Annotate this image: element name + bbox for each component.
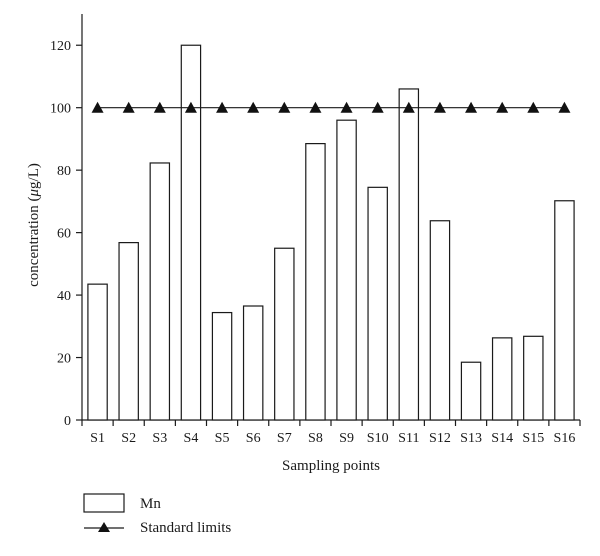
standard-limit-marker-s12 [433, 101, 446, 113]
bar-s5 [211, 311, 233, 421]
x-tick-label: S2 [121, 431, 136, 446]
bar-s6 [242, 305, 264, 421]
x-tick-label: S14 [491, 431, 513, 446]
standard-limit-marker-s6 [247, 101, 260, 113]
y-axis-label: concentration (μg/L) [26, 163, 42, 287]
legend: Mn Standard limits [83, 493, 231, 536]
y-tick-label: 40 [57, 289, 71, 304]
x-axis-ticks: S1 S2 S3 S4 S5 S6 S7 S8 S9 S10 S11 S12 S13 S14 S15 S16 [81, 420, 581, 446]
standard-limit-marker-s4 [184, 101, 197, 113]
y-tick-label: 100 [50, 102, 71, 117]
x-tick-label: S7 [277, 431, 292, 446]
x-tick-label: S16 [554, 431, 576, 446]
y-tick-label: 0 [64, 414, 71, 429]
legend-label-standard-limits: Standard limits [140, 520, 231, 536]
standard-limit-marker-s9 [340, 101, 353, 113]
bar-s1 [87, 283, 108, 421]
standard-limit-marker-s1 [91, 101, 104, 113]
bar-s8 [305, 143, 326, 421]
bar-s4 [180, 44, 202, 421]
x-tick-label: S5 [215, 431, 230, 446]
bar-s3 [149, 162, 171, 421]
x-tick-label: S12 [429, 431, 451, 446]
bar-s9 [336, 119, 357, 421]
bar-s14 [491, 337, 513, 421]
y-axis-ticks: 0 20 40 60 80 100 120 [50, 39, 82, 429]
bar-s13 [460, 361, 482, 421]
x-axis-label: Sampling points [282, 458, 380, 474]
bar-s15 [523, 335, 544, 421]
y-tick-label: 80 [57, 164, 71, 179]
standard-limit-marker-s11 [402, 101, 415, 113]
x-tick-label: S13 [460, 431, 482, 446]
standard-limit-marker-s2 [122, 101, 135, 113]
legend-marker-standard-limits [98, 522, 110, 532]
x-tick-label: S10 [367, 431, 389, 446]
standard-limit-marker-s8 [309, 101, 322, 113]
legend-label-mn: Mn [140, 496, 161, 512]
x-tick-label: S9 [339, 431, 354, 446]
y-tick-label: 20 [57, 352, 71, 367]
standard-limit-marker-s7 [278, 101, 291, 113]
standard-limit-marker-s15 [527, 101, 540, 113]
standard-limit-marker-s13 [465, 101, 478, 113]
bar-s12 [429, 220, 451, 421]
y-tick-label: 60 [57, 227, 71, 242]
bar-s11 [398, 88, 420, 421]
standard-limit-marker-s14 [496, 101, 509, 113]
legend-swatch-mn [83, 493, 125, 513]
bar-s10 [367, 186, 388, 421]
x-tick-label: S1 [90, 431, 105, 446]
x-tick-label: S11 [398, 431, 419, 446]
bar-s2 [118, 242, 139, 421]
x-tick-label: S15 [522, 431, 544, 446]
plot-area [81, 14, 580, 421]
standard-limit-marker-s3 [153, 101, 166, 113]
x-tick-label: S4 [184, 431, 199, 446]
bar-s7 [274, 247, 295, 421]
x-tick-label: S3 [152, 431, 167, 446]
y-tick-label: 120 [50, 39, 71, 54]
standard-limit-marker-s16 [558, 101, 571, 113]
x-tick-label: S6 [246, 431, 261, 446]
bar-s16 [554, 200, 575, 421]
x-tick-label: S8 [308, 431, 323, 446]
standard-limit-marker-s5 [216, 101, 229, 113]
standard-limit-marker-s10 [371, 101, 384, 113]
